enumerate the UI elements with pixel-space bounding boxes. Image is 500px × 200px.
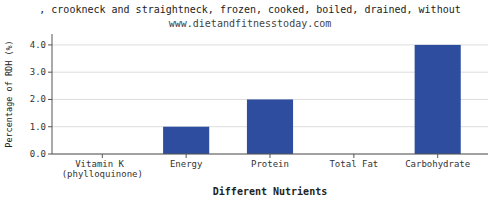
y-tick-label: 2.0	[30, 94, 46, 104]
x-tick-label: Energy	[170, 159, 203, 169]
x-tick-label: Carbohydrate	[405, 159, 470, 169]
bar	[247, 99, 293, 154]
x-tick	[270, 154, 271, 158]
x-tick	[102, 154, 103, 158]
x-tick-label: Vitamin K (phylloquinone)	[62, 159, 143, 179]
subtitle: www.dietandfitnesstoday.com	[169, 18, 332, 29]
bars	[163, 45, 461, 154]
title: , crookneck and straightneck, frozen, co…	[39, 4, 460, 15]
x-tick-label: Protein	[251, 159, 289, 169]
y-axis-label: Percentage of RDH (%)	[4, 40, 14, 147]
x-tick	[437, 154, 438, 158]
y-axis-line	[52, 34, 53, 154]
x-tick	[186, 154, 187, 158]
bar	[415, 45, 461, 154]
y-tick	[48, 44, 52, 45]
y-tick-label: 4.0	[30, 40, 46, 50]
y-tick-label: 1.0	[30, 122, 46, 132]
y-tick-label: 3.0	[30, 67, 46, 77]
chart: , crookneck and straightneck, frozen, co…	[0, 0, 500, 200]
y-tick	[48, 72, 52, 73]
y-tick-label: 0.0	[30, 149, 46, 159]
y-tick	[48, 126, 52, 127]
x-axis-label: Different Nutrients	[213, 186, 327, 197]
y-tick	[48, 99, 52, 100]
x-tick-label: Total Fat	[329, 159, 378, 169]
y-tick	[48, 154, 52, 155]
bar	[163, 127, 209, 154]
x-tick	[353, 154, 354, 158]
